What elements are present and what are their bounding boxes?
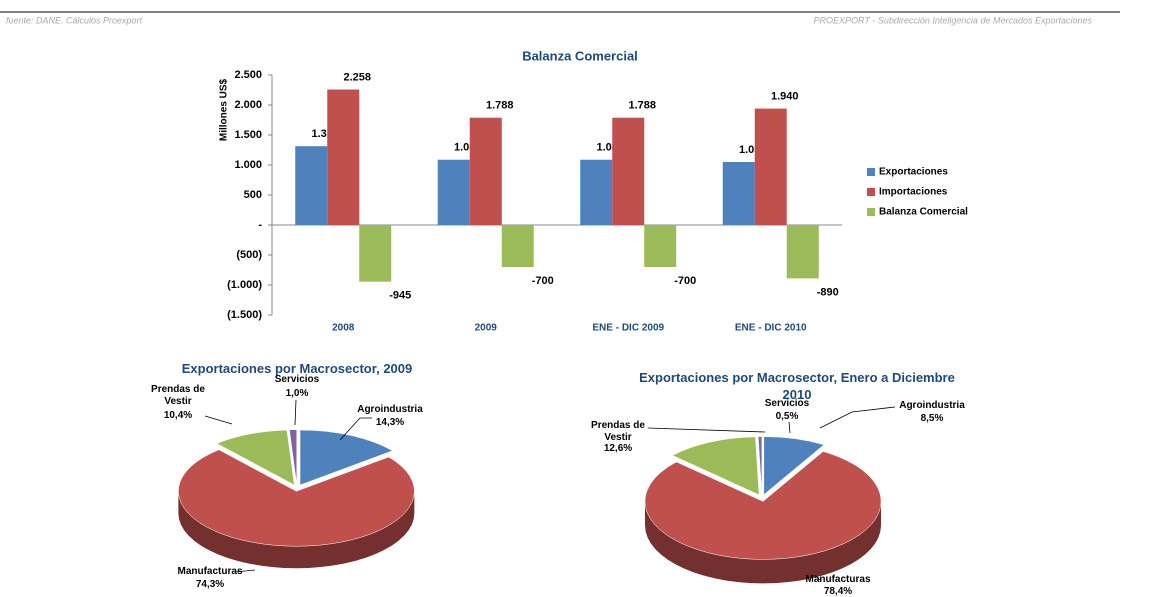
slice	[299, 429, 393, 486]
legend-label: Balanza Comercial	[879, 207, 968, 218]
legend-swatch	[867, 168, 875, 176]
data-label: -700	[674, 275, 696, 287]
slice-name: Prendas de Vestir	[151, 384, 205, 407]
x-tick-label: 2008	[332, 323, 355, 334]
bar	[469, 117, 502, 225]
slice-value: 1,0%	[285, 388, 309, 399]
slice-value: 10,4%	[163, 410, 193, 421]
y-tick-label: (500)	[236, 249, 262, 261]
y-tick-label: (1.500)	[227, 309, 262, 321]
slice-value: 78,4%	[823, 586, 853, 597]
slice	[216, 429, 295, 486]
slice-name: Prendas de Vestir	[591, 420, 645, 443]
slice	[757, 436, 763, 495]
leader-line	[819, 406, 896, 429]
data-label: -945	[389, 290, 411, 302]
pie-title: Exportaciones por Macrosector, Enero a D…	[639, 370, 955, 402]
slice-name: Servicios	[274, 374, 320, 385]
pie-title: Exportaciones por Macrosector, 2009	[181, 361, 413, 376]
legend-label: Exportaciones	[879, 167, 948, 178]
slice	[672, 436, 760, 496]
slice	[763, 436, 825, 496]
x-tick-label: ENE - DIC 2010	[735, 323, 807, 334]
slice	[178, 449, 415, 547]
data-label: -890	[817, 286, 839, 298]
leader-line	[788, 421, 791, 434]
data-label: 2.258	[343, 71, 371, 83]
y-tick-label: 1.000	[234, 159, 262, 171]
x-tick-label: 2009	[475, 323, 498, 334]
bar	[612, 117, 645, 225]
chart-title: Balanza Comercial	[522, 48, 638, 63]
slice-side	[178, 491, 415, 569]
slice-value: 14,3%	[375, 417, 405, 428]
leader-line	[814, 574, 821, 581]
slice-name: Servicios	[764, 398, 810, 409]
x-tick-label: ENE - DIC 2009	[592, 323, 664, 334]
leader-line	[294, 399, 297, 426]
bar	[437, 159, 470, 225]
bar	[754, 108, 787, 225]
legend-label: Importaciones	[879, 187, 948, 198]
y-tick-label: 500	[244, 189, 262, 201]
legend-swatch	[867, 208, 875, 216]
bar	[295, 146, 328, 225]
bar	[786, 225, 819, 279]
legend-swatch	[867, 188, 875, 196]
y-tick-label: (1.000)	[227, 279, 262, 291]
y-tick-label: 2.500	[234, 69, 262, 81]
slice-value: 0,5%	[775, 411, 799, 422]
leader-line	[647, 427, 766, 433]
credit: PROEXPORT - Subdirección Inteligencia de…	[814, 15, 1093, 25]
slice	[644, 451, 882, 560]
data-label: 1.940	[771, 91, 799, 103]
slice	[289, 429, 298, 485]
data-label: -700	[532, 275, 554, 287]
y-tick-label: -	[258, 219, 262, 231]
slice-side	[645, 501, 882, 584]
data-label: 1.788	[628, 100, 656, 112]
bar	[722, 162, 755, 225]
y-tick-label: 2.000	[234, 99, 262, 111]
data-label: 1.788	[486, 100, 514, 112]
slice-name: Agroindustria	[899, 400, 965, 411]
slice-name: Manufacturas	[805, 574, 871, 585]
y-tick-label: 1.500	[234, 129, 262, 141]
slice-name: Agroindustria	[357, 404, 423, 415]
slice-value: 12,6%	[603, 443, 633, 454]
bar	[327, 89, 360, 226]
bar	[580, 159, 613, 225]
slice-value: 74,3%	[195, 579, 225, 590]
y-axis-label: Millones US$	[219, 78, 230, 141]
slice-name: Manufacturas	[177, 566, 243, 577]
leader-line	[204, 415, 233, 425]
bar	[359, 225, 392, 282]
slice-value: 8,5%	[920, 413, 944, 424]
bar	[644, 225, 677, 267]
leader-line	[234, 569, 256, 573]
leader-line	[339, 417, 372, 441]
bar	[501, 225, 534, 267]
source: fuente: DANE. Cálculos Proexport	[6, 15, 143, 25]
